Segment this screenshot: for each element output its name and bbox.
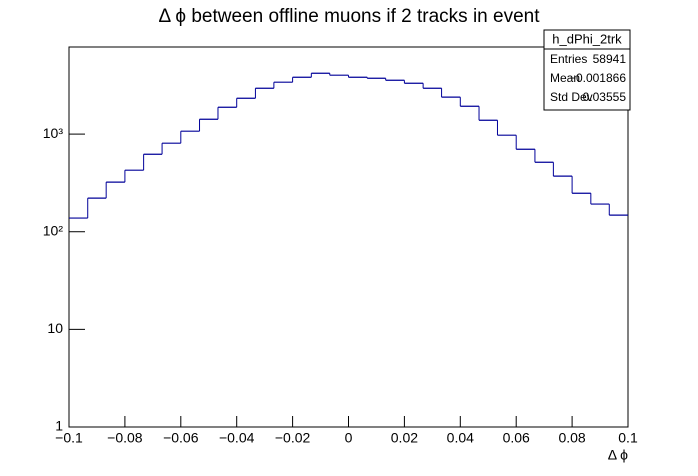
x-tick-label: −0.1 xyxy=(55,430,83,446)
stats-title: h_dPhi_2trk xyxy=(552,31,622,46)
x-tick-label: 0.02 xyxy=(391,430,418,446)
stats-value: −0.001866 xyxy=(569,71,626,85)
x-axis-label: Δ ϕ xyxy=(608,447,628,463)
y-tick-label: 10 xyxy=(47,320,63,336)
y-tick-label: 10² xyxy=(43,222,64,238)
x-tick-label: −0.02 xyxy=(275,430,311,446)
x-tick-label: −0.08 xyxy=(107,430,143,446)
x-tick-label: 0.1 xyxy=(618,430,638,446)
x-tick-label: 0.08 xyxy=(558,430,585,446)
stats-value: 58941 xyxy=(593,52,627,66)
stats-value: 0.03555 xyxy=(583,90,627,104)
chart-title: Δ ϕ between offline muons if 2 tracks in… xyxy=(158,6,540,27)
stats-label: Entries xyxy=(550,52,587,66)
stats-box: h_dPhi_2trk Entries 58941 Mean −0.001866… xyxy=(543,29,631,111)
stats-frame xyxy=(543,29,631,111)
y-tick-label: 1 xyxy=(55,418,63,434)
x-tick-label: −0.06 xyxy=(163,430,199,446)
stats-label: Std Dev xyxy=(550,90,593,104)
x-tick-label: 0 xyxy=(345,430,353,446)
stats-label: Mean xyxy=(550,71,580,85)
x-tick-label: 0.04 xyxy=(447,430,474,446)
x-tick-label: 0.06 xyxy=(503,430,530,446)
y-tick-label: 10³ xyxy=(43,125,64,141)
x-tick-label: −0.04 xyxy=(219,430,255,446)
